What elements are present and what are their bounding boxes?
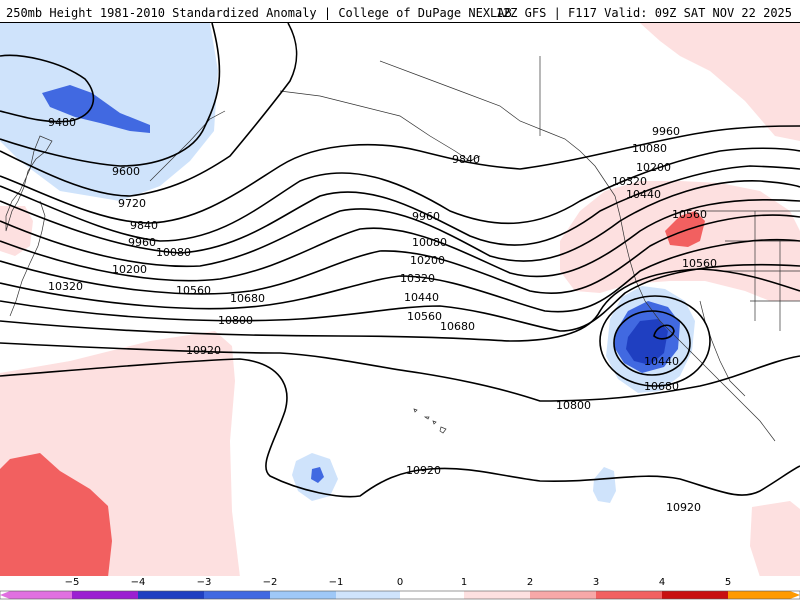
low-contours (599, 295, 711, 387)
colorbar-segment-6 (400, 591, 464, 599)
contour-label: 10560 (682, 257, 717, 270)
colorbar-segment-0 (0, 591, 72, 599)
contour-label: 10920 (406, 464, 441, 477)
positive-anomaly-sw-core (0, 453, 112, 577)
contour-label: 10560 (407, 310, 442, 323)
colorbar-segment-1 (72, 591, 138, 599)
map-panel[interactable]: 9480 9600 9720 9840 9840 9960 9960 9960 … (0, 22, 800, 578)
contour-label: 9600 (112, 165, 140, 178)
contour-label: 10320 (48, 280, 83, 293)
colorbar-tick-label: −2 (262, 577, 278, 588)
colorbar-tick-label: 3 (592, 577, 600, 588)
contour-label: 9960 (652, 125, 680, 138)
colorbar-tick-label: −3 (196, 577, 212, 588)
negative-anomaly-south-1-core (311, 467, 324, 483)
hawaii-islands (413, 408, 447, 434)
colorbar-segment-4 (270, 591, 336, 599)
colorbar-tick-label: −5 (64, 577, 80, 588)
contour-label: 10560 (176, 284, 211, 297)
map-canvas: 9480 9600 9720 9840 9840 9960 9960 9960 … (0, 23, 800, 577)
colorbar-segment-7 (464, 591, 530, 599)
colorbar-tick-label: −1 (328, 577, 344, 588)
height-contours (0, 23, 800, 498)
contour-label: 10920 (186, 344, 221, 357)
colorbar-segment-8 (530, 591, 596, 599)
contour-label: 10440 (644, 355, 679, 368)
contour-label: 10920 (666, 501, 701, 514)
colorbar-tick-label: 5 (724, 577, 732, 588)
model-valid-time: 12Z GFS | F117 Valid: 09Z SAT NOV 22 202… (495, 6, 792, 20)
contour-label: 9720 (118, 197, 146, 210)
contour-label: 9480 (48, 116, 76, 129)
product-title: 250mb Height 1981-2010 Standardized Anom… (6, 6, 512, 20)
header-bar: 250mb Height 1981-2010 Standardized Anom… (0, 0, 800, 22)
colorbar-tick-label: 0 (396, 577, 404, 588)
negative-anomaly-low-core (626, 319, 668, 365)
contour-label: 10320 (400, 272, 435, 285)
contour-labels: 9480 9600 9720 9840 9840 9960 9960 9960 … (48, 116, 717, 514)
contour-label: 10080 (156, 246, 191, 259)
negative-anomaly-nw-core (42, 85, 150, 133)
positive-anomaly-se (750, 501, 800, 577)
colorbar-tick-label: 2 (526, 577, 534, 588)
colorbar-tick-label: 1 (460, 577, 468, 588)
negative-anomaly-south-2 (593, 467, 616, 503)
colorbar-legend: −5 −4 −3 −2 −1 0 1 2 3 4 5 (0, 576, 800, 600)
colorbar-svg (0, 590, 800, 600)
contour-label: 9840 (452, 153, 480, 166)
positive-anomaly-ne (640, 23, 800, 141)
contour-label: 10440 (626, 188, 661, 201)
contour-label: 10680 (440, 320, 475, 333)
colorbar-segment-9 (596, 591, 662, 599)
contour-label: 10680 (644, 380, 679, 393)
contour-label: 9960 (412, 210, 440, 223)
contour-label: 10440 (404, 291, 439, 304)
contour-label: 10800 (556, 399, 591, 412)
colorbar-tick-label: −4 (130, 577, 146, 588)
contour-label: 10560 (672, 208, 707, 221)
contour-label: 10200 (636, 161, 671, 174)
contour-label: 10800 (218, 314, 253, 327)
positive-anomaly-california-core (665, 211, 705, 247)
coastlines (5, 56, 800, 442)
contour-label: 9960 (128, 236, 156, 249)
colorbar-segment-11 (728, 591, 800, 599)
colorbar-segment-3 (204, 591, 270, 599)
contour-label: 9840 (130, 219, 158, 232)
colorbar-segment-5 (336, 591, 400, 599)
colorbar-tick-label: 4 (658, 577, 666, 588)
contour-label: 10200 (112, 263, 147, 276)
contour-label: 10200 (410, 254, 445, 267)
colorbar-segment-10 (662, 591, 728, 599)
contour-label: 10680 (230, 292, 265, 305)
colorbar-segment-2 (138, 591, 204, 599)
contour-label: 10080 (412, 236, 447, 249)
contour-label: 10320 (612, 175, 647, 188)
contour-label: 10080 (632, 142, 667, 155)
